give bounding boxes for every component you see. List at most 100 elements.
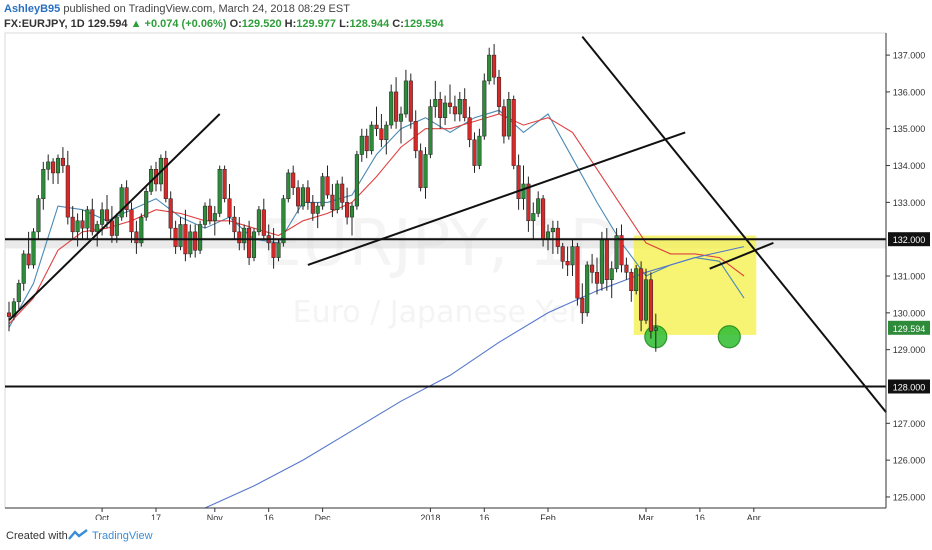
- candle: [310, 195, 315, 221]
- candle: [247, 220, 252, 265]
- candle: [261, 198, 266, 240]
- candle-body: [36, 198, 41, 233]
- candle: [590, 253, 595, 284]
- candle: [653, 313, 658, 352]
- candle: [340, 176, 345, 210]
- candle-body: [541, 198, 546, 240]
- candle: [6, 301, 12, 332]
- candle: [438, 91, 443, 129]
- candle: [134, 220, 139, 254]
- candle: [462, 88, 467, 122]
- candle-body: [193, 231, 198, 251]
- tradingview-logo-icon: [68, 529, 88, 540]
- downtrend-line[interactable]: [581, 36, 887, 413]
- candle-body: [222, 168, 227, 199]
- candle-body: [477, 135, 482, 166]
- price-chart[interactable]: EURJPY, 1D Euro / Japanese Yen 125.00012…: [0, 0, 932, 520]
- candle: [212, 206, 217, 236]
- candle: [555, 220, 560, 254]
- candle-body: [315, 205, 320, 214]
- candle-body: [624, 264, 629, 273]
- candle: [531, 202, 536, 240]
- candle: [80, 209, 85, 240]
- candle-body: [570, 246, 575, 266]
- resistance-band: [5, 237, 886, 249]
- y-tick-label: 133.000: [893, 198, 926, 208]
- candle-body: [452, 106, 457, 115]
- created-with-label: Created with: [6, 530, 68, 542]
- tradingview-brand[interactable]: TradingView: [92, 530, 153, 542]
- y-tick-label: 135.000: [893, 124, 926, 134]
- symbol-label: FX:EURJPY, 1D: [4, 18, 85, 30]
- candle: [335, 180, 340, 214]
- candle: [46, 154, 51, 181]
- candle-body: [75, 220, 80, 233]
- candle-body: [80, 220, 85, 229]
- candle: [291, 165, 296, 196]
- candle: [575, 242, 580, 306]
- candle: [550, 220, 555, 254]
- candle: [457, 91, 462, 122]
- candle: [119, 183, 124, 221]
- double-bottom-marker[interactable]: [717, 325, 741, 349]
- candle-body: [364, 135, 369, 152]
- candle: [178, 217, 183, 251]
- candle: [599, 231, 604, 291]
- candle: [614, 228, 619, 273]
- candle: [36, 195, 41, 240]
- candle-body: [462, 99, 467, 118]
- candle-body: [129, 209, 134, 233]
- candle-body: [506, 99, 511, 137]
- y-tick-label: 127.000: [893, 419, 926, 429]
- x-tick-label: Nov: [207, 513, 224, 520]
- candle: [232, 206, 237, 240]
- candle-body: [237, 231, 242, 244]
- candle: [16, 279, 21, 310]
- y-tick-label: 136.000: [893, 87, 926, 97]
- author-name[interactable]: AshleyB95: [4, 3, 61, 15]
- y-tick-label: 134.000: [893, 161, 926, 171]
- candle: [26, 231, 31, 269]
- candle-body: [560, 246, 565, 262]
- candle: [496, 69, 502, 115]
- candle: [511, 95, 516, 170]
- candle-body: [536, 198, 541, 214]
- candle: [325, 165, 330, 199]
- candle: [408, 73, 413, 129]
- x-tick-label: 2018: [420, 513, 440, 520]
- candle-body: [457, 99, 462, 115]
- candle: [129, 202, 134, 243]
- candle-body: [614, 235, 619, 269]
- candle: [168, 191, 173, 240]
- candle: [320, 172, 325, 210]
- published-info: published on TradingView.com, March 24, …: [63, 3, 350, 15]
- candle: [643, 268, 649, 324]
- candle-body: [580, 297, 585, 314]
- candle-body: [604, 238, 609, 280]
- candle-body: [379, 128, 384, 141]
- x-tick-label: Feb: [540, 513, 556, 520]
- candle: [354, 150, 359, 210]
- candle: [403, 69, 408, 118]
- y-tick-label: 137.000: [893, 51, 926, 61]
- candle: [472, 132, 477, 173]
- candle: [423, 147, 428, 199]
- candle: [173, 220, 178, 254]
- candle-body: [438, 99, 443, 118]
- candle: [90, 198, 95, 236]
- candle-body: [310, 202, 315, 214]
- uptrend-line-middle[interactable]: [307, 131, 686, 266]
- candle: [85, 206, 90, 240]
- x-tick-label: 16: [264, 513, 274, 520]
- candle: [315, 202, 320, 229]
- candle-body: [447, 102, 453, 107]
- candle: [364, 128, 369, 159]
- candle-body: [511, 99, 516, 166]
- uptrend-line-left[interactable]: [8, 113, 221, 321]
- candle-body: [16, 283, 21, 303]
- short-resistance-line[interactable]: [709, 241, 774, 270]
- candle-body: [144, 191, 149, 218]
- x-tick-label: 16: [695, 513, 705, 520]
- candle-body: [384, 124, 389, 141]
- candle-body: [261, 209, 266, 236]
